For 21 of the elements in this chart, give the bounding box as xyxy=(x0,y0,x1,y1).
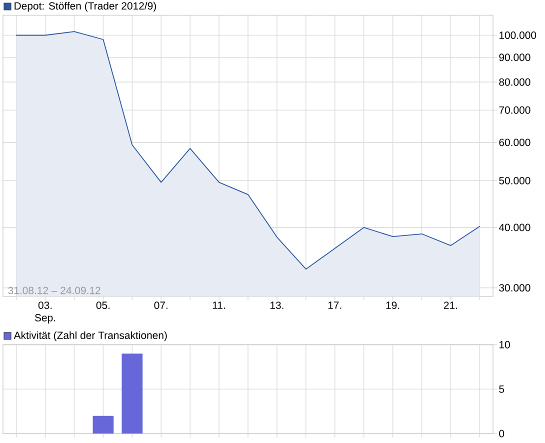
x-tick-label: 21. xyxy=(444,302,458,309)
y-tick-label: 80.000 xyxy=(499,78,530,86)
y-tick-label: 40.000 xyxy=(498,224,530,232)
annotation: 31.08.12 – 24.09.12 xyxy=(8,286,100,294)
y-tick-label: 0 xyxy=(499,430,504,438)
x-tick-label: 11. xyxy=(212,302,225,309)
x-tick-label: 03. Sep. xyxy=(34,302,56,324)
y-tick-label: 50.000 xyxy=(499,176,530,184)
y-tick-label: 30.000 xyxy=(499,284,530,292)
y-tick-label: 100.000 xyxy=(500,32,536,39)
y-tick-label: 5 xyxy=(499,386,504,393)
x-tick-label: 05. xyxy=(96,302,110,309)
x-tick-label: 13. xyxy=(270,302,284,309)
x-tick-label: 19. xyxy=(386,302,400,309)
y-tick-label: 70.000 xyxy=(499,106,530,114)
x-tick-label: 17. xyxy=(328,302,342,309)
x-tick-label: 07. xyxy=(154,302,168,309)
y-tick-label: 10 xyxy=(500,341,510,348)
y-tick-label: 60.000 xyxy=(499,138,530,146)
legend-label: Depot: Stöffen (Trader 2012/9) xyxy=(14,2,156,12)
y-tick-label: 90.000 xyxy=(499,54,530,62)
